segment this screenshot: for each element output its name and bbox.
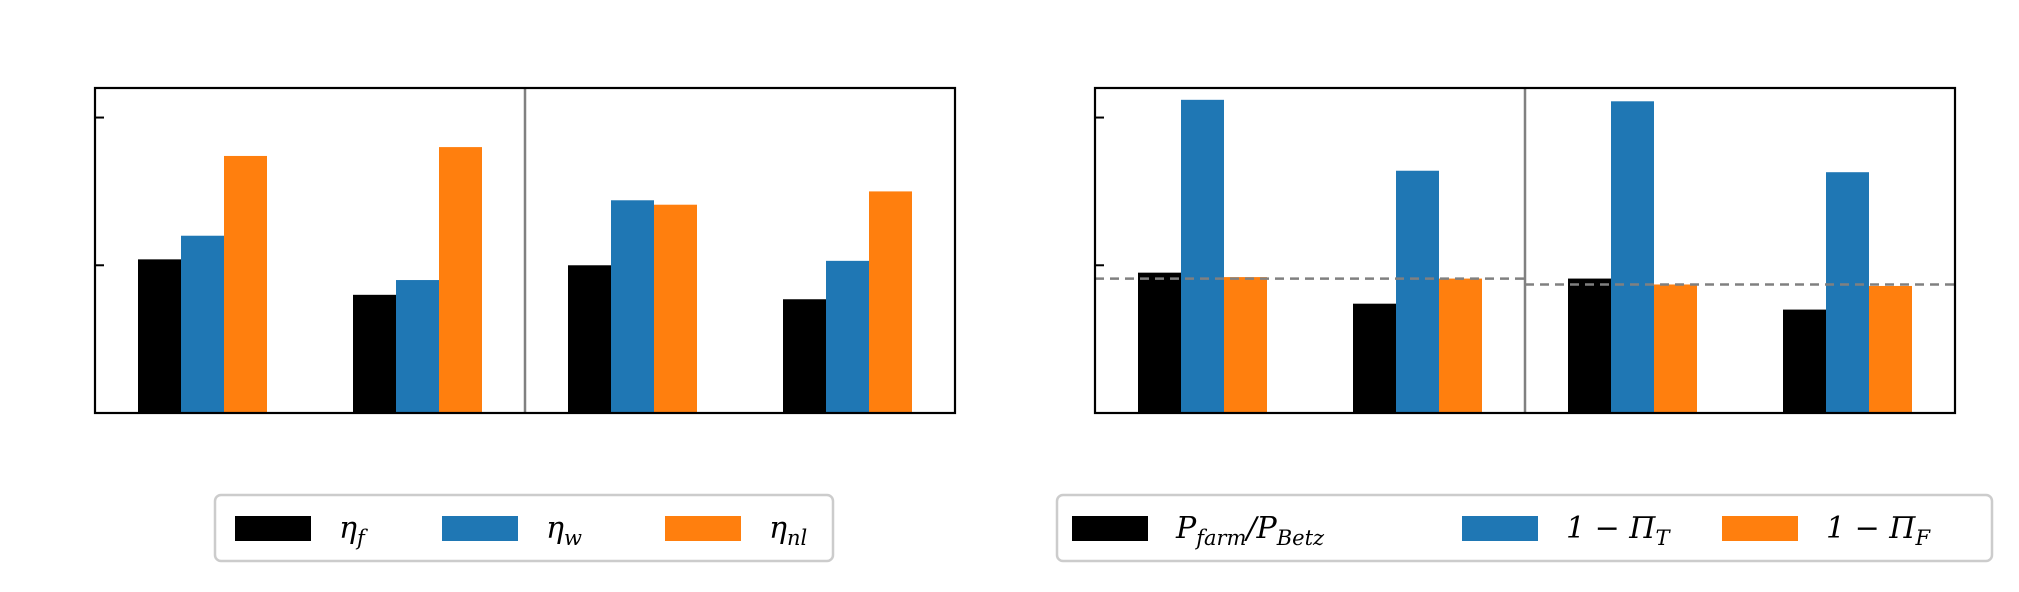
legend-text-part: P [1175,511,1197,546]
bar-3-cat-2 [439,147,482,413]
legend-swatch-1 [1072,516,1148,541]
legend-label-1: Pfarm/PBetz [1175,511,1325,550]
bar-3-cat-4 [869,191,912,413]
bar-3-cat-1 [1224,277,1267,413]
legend-text-part: farm [1194,526,1246,550]
axes-frame [1093,86,1957,415]
axes-frame [93,86,957,415]
bar-1-cat-4 [783,299,826,413]
legend-text-part: Betz [1276,526,1325,550]
bar-2-cat-2 [396,280,439,413]
bar-1-cat-1 [138,259,181,413]
legend-text-part: η [546,511,564,546]
legend-box [213,493,835,563]
legend-text-part: /P [1243,511,1277,546]
legend-text-part: w [564,526,582,550]
bar-1-cat-3 [1568,278,1611,413]
bar-2-cat-2 [1396,170,1439,413]
legend-text-part: nl [787,526,807,550]
legend-text-part: f [355,526,368,550]
bar-3-cat-3 [654,204,697,413]
bar-1-cat-4 [1783,309,1826,413]
legend-text-part: 1 − Π [1826,511,1916,546]
legend-swatch-3 [1722,516,1798,541]
legend-text-part: η [769,511,787,546]
bar-1-cat-3 [568,265,611,413]
bar-2-cat-3 [1611,101,1654,413]
bar-3-cat-3 [1654,284,1697,413]
panel-a: ηf ηw ηnl [93,86,957,563]
bar-3-cat-1 [224,155,267,414]
bar-2-cat-1 [1181,99,1224,414]
legend-swatch-2 [1462,516,1538,541]
bar-1-cat-1 [1138,272,1181,413]
legend-text-part: 1 − Π [1566,511,1656,546]
legend-label-3: 1 − ΠF [1826,511,1931,550]
bar-2-cat-4 [1826,172,1869,413]
legend-text-part: F [1914,526,1931,550]
panel-b: Pfarm/PBetz 1 − ΠT 1 − ΠF [1055,86,1994,563]
legend-swatch-2 [442,516,518,541]
legend-label-2: ηw [546,511,582,550]
bar-3-cat-4 [1869,285,1912,413]
legend-swatch-1 [235,516,311,541]
legend-swatch-3 [665,516,741,541]
bar-3-cat-2 [1439,278,1482,413]
bar-2-cat-1 [181,235,224,413]
bar-2-cat-3 [611,200,654,413]
legend-text-part: η [339,511,357,546]
bar-1-cat-2 [353,294,396,413]
legend-label-1: ηf [339,511,368,550]
legend-label-3: ηnl [769,511,807,550]
legend-text-part: T [1655,526,1671,550]
bar-2-cat-4 [826,260,869,413]
bar-1-cat-2 [1353,303,1396,413]
legend-label-2: 1 − ΠT [1566,511,1671,550]
